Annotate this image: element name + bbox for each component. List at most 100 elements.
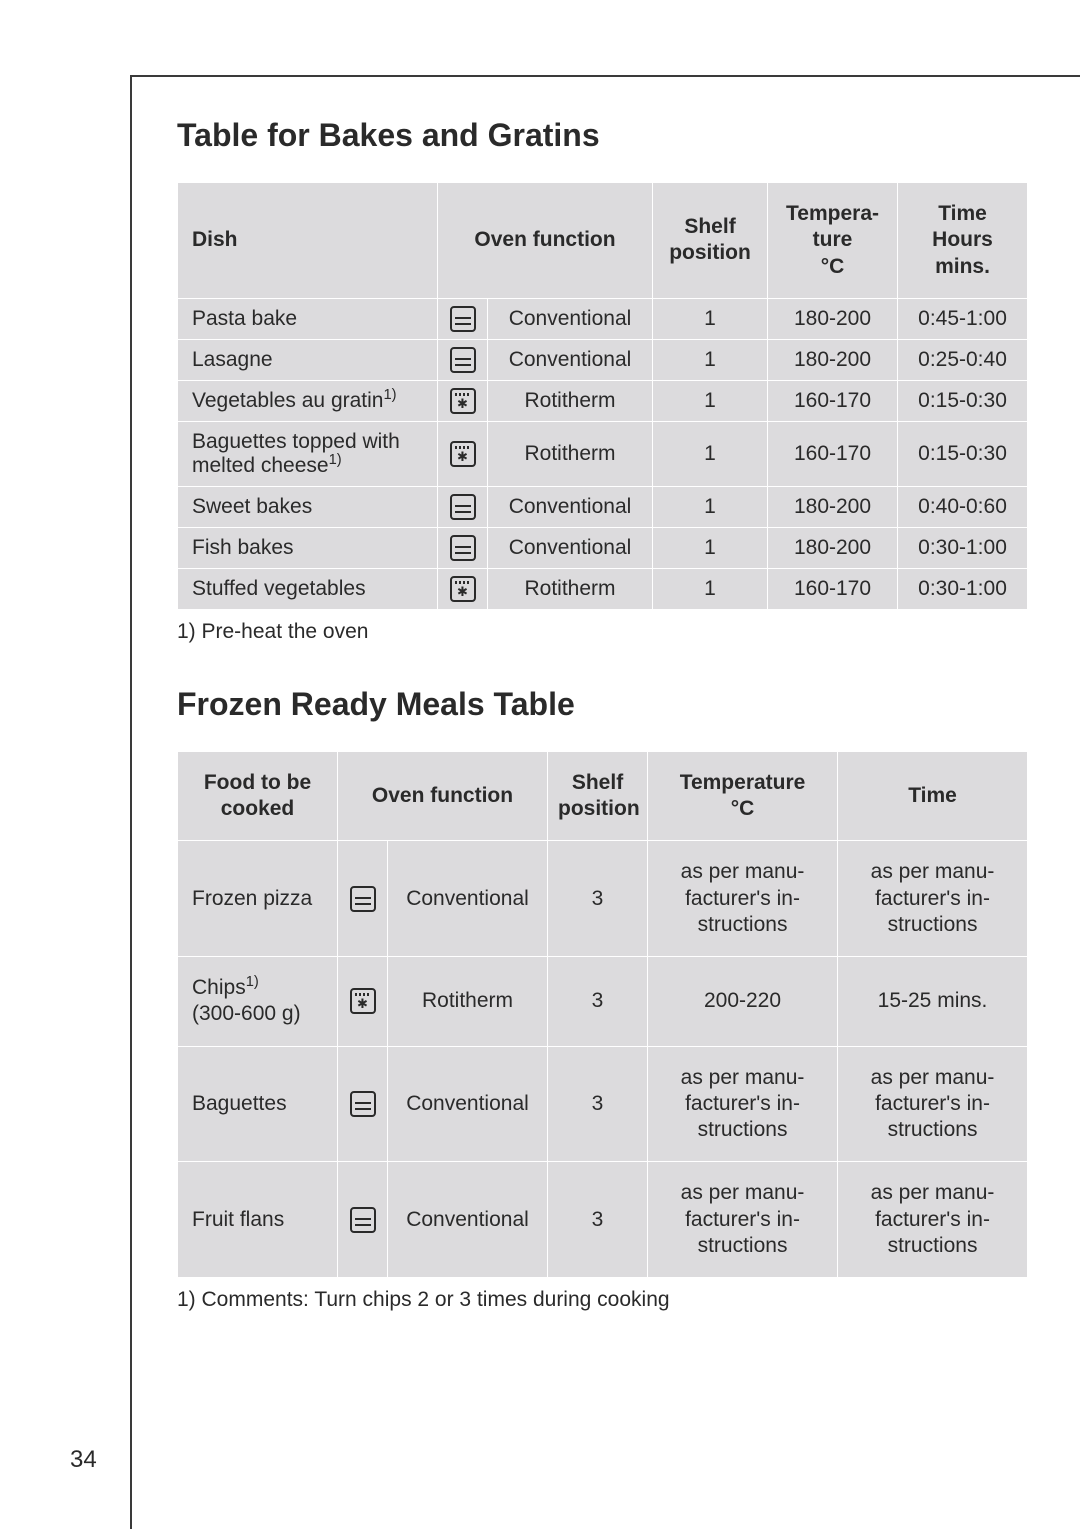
- heading-frozen-meals: Frozen Ready Meals Table: [177, 686, 1025, 723]
- cell-temperature: as per manu-facturer's in-structions: [648, 1046, 838, 1162]
- rotitherm-icon: [338, 957, 388, 1047]
- table1-head: Dish Oven function Shelf position Temper…: [178, 183, 1028, 299]
- table2-col-temp: Temperature°C: [648, 751, 838, 841]
- table-bakes-gratins: Dish Oven function Shelf position Temper…: [177, 182, 1028, 610]
- cell-time: 0:15-0:30: [898, 380, 1028, 421]
- rotitherm-icon: [438, 421, 488, 486]
- cell-shelf: 1: [653, 298, 768, 339]
- cell-food: Chips1)(300-600 g): [178, 957, 338, 1047]
- cell-function: Conventional: [488, 298, 653, 339]
- conventional-icon: [438, 298, 488, 339]
- table2-col-shelf: Shelf position: [548, 751, 648, 841]
- cell-time: 0:30-1:00: [898, 568, 1028, 609]
- cell-food: Frozen pizza: [178, 841, 338, 957]
- cell-temperature: 180-200: [768, 527, 898, 568]
- conventional-icon: [438, 527, 488, 568]
- table-row: Baguettes topped with melted cheese1) Rot…: [178, 421, 1028, 486]
- conventional-icon: [438, 486, 488, 527]
- cell-function: Rotitherm: [488, 421, 653, 486]
- cell-shelf: 1: [653, 527, 768, 568]
- cell-dish: Lasagne: [178, 339, 438, 380]
- table-row: Chips1)(300-600 g) Rotitherm3200-22015-25…: [178, 957, 1028, 1047]
- table-row: Fruit flansConventional3as per manu-fact…: [178, 1162, 1028, 1278]
- cell-shelf: 1: [653, 486, 768, 527]
- cell-dish: Baguettes topped with melted cheese1): [178, 421, 438, 486]
- cell-time: 0:45-1:00: [898, 298, 1028, 339]
- cell-dish: Stuffed vegetables: [178, 568, 438, 609]
- table1-col-shelf: Shelf position: [653, 183, 768, 299]
- cell-time: 15-25 mins.: [838, 957, 1028, 1047]
- table2-col-function: Oven function: [338, 751, 548, 841]
- cell-function: Rotitherm: [488, 568, 653, 609]
- cell-temperature: 180-200: [768, 339, 898, 380]
- table1-col-time: TimeHoursmins.: [898, 183, 1028, 299]
- cell-function: Conventional: [388, 841, 548, 957]
- cell-time: as per manu-facturer's in-structions: [838, 1162, 1028, 1278]
- table-frozen-meals: Food to be cooked Oven function Shelf po…: [177, 751, 1028, 1278]
- table-row: Frozen pizzaConventional3as per manu-fac…: [178, 841, 1028, 957]
- cell-temperature: as per manu-facturer's in-structions: [648, 1162, 838, 1278]
- cell-function: Conventional: [488, 339, 653, 380]
- table2-head: Food to be cooked Oven function Shelf po…: [178, 751, 1028, 841]
- cell-shelf: 3: [548, 957, 648, 1047]
- page-number: 34: [70, 1446, 97, 1474]
- heading-bakes-gratins: Table for Bakes and Gratins: [177, 117, 1025, 154]
- table-row: Lasagne Conventional1180-2000:25-0:40: [178, 339, 1028, 380]
- table2-col-time: Time: [838, 751, 1028, 841]
- cell-time: as per manu-facturer's in-structions: [838, 1046, 1028, 1162]
- cell-time: 0:30-1:00: [898, 527, 1028, 568]
- cell-function: Conventional: [488, 486, 653, 527]
- cell-temperature: 160-170: [768, 380, 898, 421]
- table1-col-dish: Dish: [178, 183, 438, 299]
- table-row: Pasta bake Conventional1180-2000:45-1:00: [178, 298, 1028, 339]
- cell-temperature: 180-200: [768, 486, 898, 527]
- conventional-icon: [338, 1162, 388, 1278]
- cell-shelf: 1: [653, 380, 768, 421]
- table1-col-temp: Tempera-ture°C: [768, 183, 898, 299]
- table2-body: Frozen pizzaConventional3as per manu-fac…: [178, 841, 1028, 1278]
- cell-shelf: 1: [653, 568, 768, 609]
- cell-shelf: 3: [548, 1046, 648, 1162]
- cell-function: Rotitherm: [388, 957, 548, 1047]
- cell-food: Fruit flans: [178, 1162, 338, 1278]
- table1-col-function: Oven function: [438, 183, 653, 299]
- table-row: Stuffed vegetables Rotitherm1160-1700:30-…: [178, 568, 1028, 609]
- cell-shelf: 3: [548, 1162, 648, 1278]
- table1-body: Pasta bakeConventional1180-2000:45-1:00L…: [178, 298, 1028, 609]
- page: Table for Bakes and Gratins Dish Oven fu…: [0, 0, 1080, 1529]
- table-row: Vegetables au gratin1) Rotitherm1160-1700…: [178, 380, 1028, 421]
- cell-shelf: 1: [653, 339, 768, 380]
- cell-function: Conventional: [488, 527, 653, 568]
- table2-footnote: 1) Comments: Turn chips 2 or 3 times dur…: [177, 1288, 1025, 1312]
- cell-temperature: 200-220: [648, 957, 838, 1047]
- conventional-icon: [438, 339, 488, 380]
- cell-function: Conventional: [388, 1046, 548, 1162]
- rotitherm-icon: [438, 380, 488, 421]
- cell-shelf: 1: [653, 421, 768, 486]
- cell-dish: Pasta bake: [178, 298, 438, 339]
- cell-temperature: 160-170: [768, 568, 898, 609]
- content-frame: Table for Bakes and Gratins Dish Oven fu…: [130, 75, 1080, 1529]
- cell-time: 0:40-0:60: [898, 486, 1028, 527]
- rotitherm-icon: [438, 568, 488, 609]
- cell-time: 0:25-0:40: [898, 339, 1028, 380]
- conventional-icon: [338, 1046, 388, 1162]
- cell-shelf: 3: [548, 841, 648, 957]
- table1-footnote: 1) Pre-heat the oven: [177, 620, 1025, 644]
- cell-time: 0:15-0:30: [898, 421, 1028, 486]
- cell-dish: Fish bakes: [178, 527, 438, 568]
- cell-function: Rotitherm: [488, 380, 653, 421]
- table-row: Fish bakes Conventional1180-2000:30-1:00: [178, 527, 1028, 568]
- table-row: Sweet bakes Conventional1180-2000:40-0:60: [178, 486, 1028, 527]
- cell-temperature: 180-200: [768, 298, 898, 339]
- table2-col-food: Food to be cooked: [178, 751, 338, 841]
- cell-food: Baguettes: [178, 1046, 338, 1162]
- cell-function: Conventional: [388, 1162, 548, 1278]
- cell-temperature: as per manu-facturer's in-structions: [648, 841, 838, 957]
- table-row: BaguettesConventional3as per manu-factur…: [178, 1046, 1028, 1162]
- conventional-icon: [338, 841, 388, 957]
- cell-dish: Vegetables au gratin1): [178, 380, 438, 421]
- cell-time: as per manu-facturer's in-structions: [838, 841, 1028, 957]
- cell-temperature: 160-170: [768, 421, 898, 486]
- cell-dish: Sweet bakes: [178, 486, 438, 527]
